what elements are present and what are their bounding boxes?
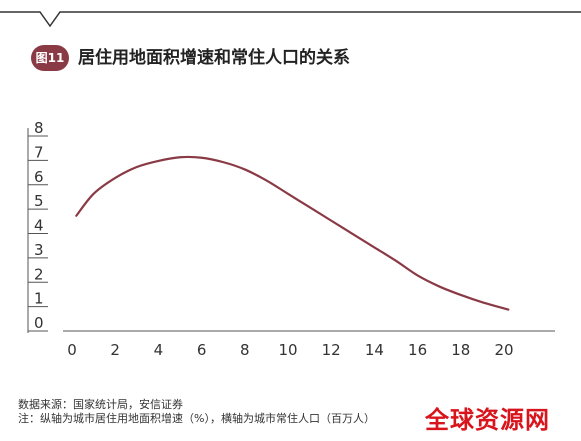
x-tick-label: 16 bbox=[408, 341, 427, 359]
note-text: 注：纵轴为城市居住用地面积增速（%），横轴为城市常住人口（百万人） bbox=[18, 412, 375, 425]
x-tick-label: 10 bbox=[278, 341, 297, 359]
x-tick-label: 4 bbox=[154, 341, 164, 359]
x-tick-label: 18 bbox=[451, 341, 470, 359]
watermark-logo: 全球资源网 bbox=[425, 406, 550, 434]
y-tick-label: 5 bbox=[34, 192, 44, 210]
figure-badge: 图11 bbox=[31, 45, 69, 71]
x-tick-label: 0 bbox=[67, 341, 77, 359]
y-tick-label: 8 bbox=[34, 119, 44, 137]
x-tick-label: 12 bbox=[322, 341, 341, 359]
y-tick-label: 2 bbox=[34, 265, 44, 283]
chart-title: 居住用地面积增速和常住人口的关系 bbox=[78, 48, 350, 68]
x-tick-label: 20 bbox=[494, 341, 513, 359]
y-tick-label: 3 bbox=[34, 241, 44, 259]
series-lines bbox=[75, 155, 510, 311]
x-tick-label: 14 bbox=[365, 341, 384, 359]
x-tick-label: 6 bbox=[197, 341, 207, 359]
chart-footer: 数据来源：国家统计局，安信证券 注：纵轴为城市居住用地面积增速（%），横轴为城市… bbox=[18, 398, 578, 426]
x-axis: 0 2 4 6 8 10 12 14 16 18 20 bbox=[63, 330, 555, 359]
y-tick-label: 7 bbox=[34, 143, 44, 161]
y-tick-label: 1 bbox=[34, 290, 44, 308]
y-tick-label: 6 bbox=[34, 168, 44, 186]
y-tick-label: 4 bbox=[34, 217, 44, 235]
y-axis: 0 1 2 3 4 5 6 7 8 bbox=[27, 119, 48, 333]
x-tick-label: 8 bbox=[240, 341, 250, 359]
header-rule bbox=[0, 11, 581, 28]
series-line bbox=[75, 155, 510, 311]
source-text: 数据来源：国家统计局，安信证券 bbox=[18, 398, 183, 411]
y-tick-label: 0 bbox=[34, 314, 44, 332]
x-tick-label: 2 bbox=[110, 341, 120, 359]
